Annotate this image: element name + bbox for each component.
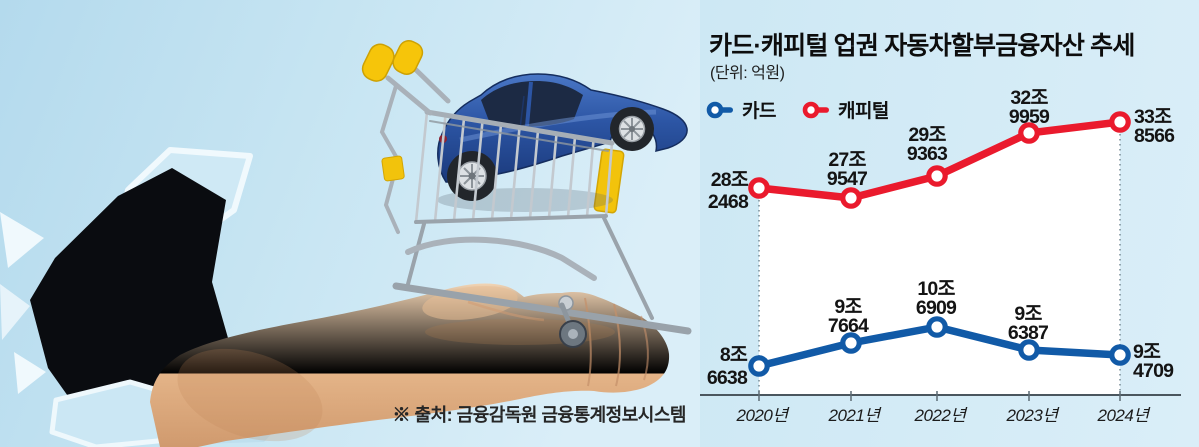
chart-unit-label: (단위: 억원) bbox=[710, 65, 785, 82]
value-label: 10조 bbox=[917, 278, 955, 300]
card-line-marker-icon bbox=[706, 101, 733, 118]
x-axis-label: 2022년 bbox=[914, 406, 969, 425]
x-axis-label: 2020년 bbox=[736, 406, 791, 425]
capital-point bbox=[1109, 111, 1131, 133]
cart-yellow-clip bbox=[381, 155, 405, 182]
car-rear-wheel bbox=[447, 151, 497, 201]
value-label: 9조 bbox=[1133, 341, 1161, 363]
capital-point bbox=[840, 187, 862, 209]
value-label: 8566 bbox=[1134, 125, 1175, 147]
cart-vertical-bars bbox=[414, 110, 614, 224]
value-label: 27조 bbox=[828, 149, 866, 171]
card-point bbox=[926, 316, 948, 338]
value-label: 33조 bbox=[1134, 106, 1172, 128]
cart-top-rim bbox=[424, 109, 615, 146]
card-line bbox=[755, 323, 1124, 370]
paper-tear-sliver bbox=[0, 212, 44, 268]
value-label: 32조 bbox=[1010, 87, 1048, 109]
capital-point bbox=[926, 165, 948, 187]
car-pillar bbox=[525, 81, 533, 127]
value-label: 7664 bbox=[828, 315, 869, 337]
cart-inner-rim bbox=[429, 120, 609, 152]
value-label: 2468 bbox=[708, 191, 749, 213]
value-label: 9959 bbox=[1009, 106, 1050, 128]
card-point bbox=[840, 332, 862, 354]
capital-point bbox=[748, 177, 770, 199]
value-label: 9363 bbox=[907, 143, 948, 165]
chart-title: 카드·캐피털 업권 자동차할부금융자산 추세 bbox=[709, 32, 1135, 60]
card-point bbox=[748, 355, 770, 377]
legend-item-card: 카드 bbox=[706, 96, 776, 123]
cart-handle bbox=[361, 39, 451, 234]
source-note: ※ 출처: 금융감독원 금융통계정보시스템 bbox=[392, 405, 687, 425]
palm-crease bbox=[467, 300, 545, 322]
value-label: 6638 bbox=[707, 367, 748, 389]
legend-label-capital: 캐피털 bbox=[837, 101, 889, 122]
legend-item-capital: 캐피털 bbox=[802, 96, 889, 123]
value-label: 9조 bbox=[1014, 303, 1042, 325]
cart-basket bbox=[414, 109, 615, 224]
photo-illustration bbox=[0, 0, 700, 447]
card-point bbox=[1109, 344, 1131, 366]
shopping-cart bbox=[361, 39, 692, 348]
wrist-shading bbox=[177, 348, 323, 442]
chart-legend: 카드 캐피털 bbox=[706, 96, 889, 123]
capital-point bbox=[1018, 122, 1040, 144]
car-windows bbox=[481, 81, 583, 127]
card-point bbox=[1018, 339, 1040, 361]
cart-caster-wheel bbox=[558, 295, 587, 348]
cart-base-bar bbox=[392, 282, 692, 335]
cart-bottom-rim bbox=[414, 214, 608, 224]
value-label: 4709 bbox=[1133, 360, 1174, 382]
value-label: 6909 bbox=[916, 297, 957, 319]
plot-area-highlight bbox=[759, 122, 1120, 395]
value-label: 6387 bbox=[1008, 322, 1048, 344]
capital-line-marker-icon bbox=[802, 101, 829, 118]
value-label: 8조 bbox=[720, 344, 748, 366]
finger-crease bbox=[613, 303, 621, 387]
cart-undercarriage bbox=[392, 216, 692, 348]
paper-tear-sliver bbox=[14, 352, 46, 394]
capital-line bbox=[755, 118, 1124, 202]
hand-silhouette bbox=[150, 283, 670, 447]
legend-label-card: 카드 bbox=[742, 101, 776, 122]
value-label: 29조 bbox=[908, 124, 946, 146]
value-label: 28조 bbox=[711, 169, 749, 191]
finger-crease bbox=[584, 297, 592, 387]
cart-handle-grip bbox=[361, 43, 395, 82]
x-axis-label: 2023년 bbox=[1006, 406, 1061, 425]
car-front-wheel bbox=[610, 107, 654, 151]
paper-tear-sliver bbox=[0, 284, 30, 340]
value-label: 9조 bbox=[834, 296, 862, 318]
x-axis-label: 2024년 bbox=[1097, 406, 1152, 425]
value-label: 9547 bbox=[827, 168, 867, 190]
cart-handle-grip bbox=[392, 39, 424, 75]
x-axis-label: 2021년 bbox=[828, 406, 883, 425]
